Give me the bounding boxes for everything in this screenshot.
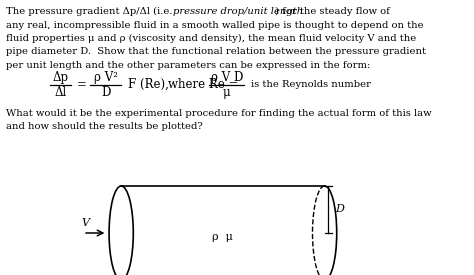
Text: Δl: Δl — [55, 86, 67, 99]
Text: ) for the steady flow of: ) for the steady flow of — [275, 7, 390, 16]
Text: What would it be the experimental procedure for finding the actual form of this : What would it be the experimental proced… — [6, 109, 432, 117]
Text: and how should the results be plotted?: and how should the results be plotted? — [6, 122, 203, 131]
Text: The pressure gradient Δp/Δl (i.e.: The pressure gradient Δp/Δl (i.e. — [6, 7, 176, 16]
Text: pressure drop/unit length: pressure drop/unit length — [173, 7, 303, 16]
Text: ρ V D: ρ V D — [210, 71, 243, 84]
Text: per unit length and the other parameters can be expressed in the form:: per unit length and the other parameters… — [6, 61, 371, 70]
Text: ρ V²: ρ V² — [93, 71, 118, 84]
Text: D: D — [335, 205, 344, 214]
Text: μ: μ — [223, 86, 231, 99]
Text: ρ  μ: ρ μ — [212, 232, 233, 242]
Text: is the Reynolds number: is the Reynolds number — [251, 80, 371, 89]
Text: V: V — [82, 218, 90, 228]
Text: F (Re),: F (Re), — [128, 78, 169, 91]
Text: D: D — [101, 86, 110, 99]
Text: fluid properties μ and ρ (viscosity and density), the mean fluid velocity V and : fluid properties μ and ρ (viscosity and … — [6, 34, 416, 43]
Text: =: = — [76, 78, 86, 91]
Text: any real, incompressible fluid in a smooth walled pipe is thought to depend on t: any real, incompressible fluid in a smoo… — [6, 21, 424, 29]
Text: pipe diameter D.  Show that the functional relation between the pressure gradien: pipe diameter D. Show that the functiona… — [6, 48, 426, 56]
Text: Δp: Δp — [53, 71, 69, 84]
Text: where Re =: where Re = — [168, 78, 238, 91]
